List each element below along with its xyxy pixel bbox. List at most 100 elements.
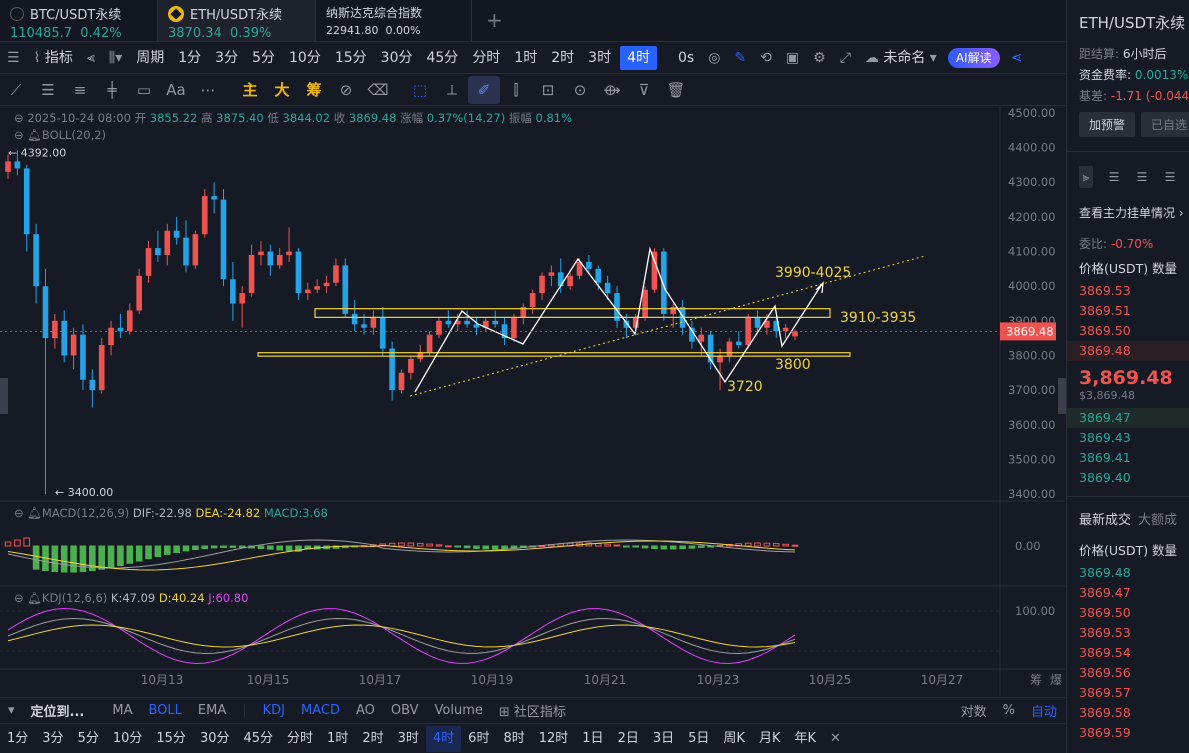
interval-6[interactable]: 45分: [426, 49, 459, 66]
tab-nasdaq[interactable]: 纳斯达克综合指数 22941.80 0.00%: [316, 0, 472, 41]
bid-row[interactable]: 3869.40: [1079, 470, 1131, 485]
magic-tool-icon[interactable]: ⊘: [339, 80, 353, 99]
interval-7[interactable]: 分时: [472, 49, 501, 66]
crossline-tool-icon[interactable]: ╪: [107, 80, 117, 99]
ruler-tool-icon[interactable]: ⟂: [446, 80, 457, 99]
interval-3[interactable]: 10分: [289, 49, 321, 66]
brush-tool-icon[interactable]: ✐: [468, 75, 500, 104]
bottom-interval-14[interactable]: 12时: [538, 730, 569, 746]
bid-row[interactable]: 3869.43: [1079, 430, 1131, 445]
bottom-interval-20[interactable]: 月K: [758, 730, 781, 746]
latest-trades-tab[interactable]: 最新成交: [1079, 513, 1132, 528]
bid-row[interactable]: 3869.47: [1067, 408, 1189, 428]
bottom-interval-0[interactable]: 1分: [7, 730, 29, 746]
macd-legend[interactable]: ⊖ 🔔︎MACD(12,26,9) DIF:-22.98 DEA:-24.82 …: [14, 506, 328, 520]
main-force-button[interactable]: 主: [242, 81, 258, 99]
indicator-volume[interactable]: Volume: [434, 703, 483, 718]
bottom-interval-4[interactable]: 15分: [156, 730, 186, 746]
fullscreen-icon[interactable]: ⤢: [839, 49, 851, 66]
share-icon[interactable]: ⋖: [1010, 49, 1023, 66]
locate-button[interactable]: 定位到...: [30, 705, 85, 720]
bottom-interval-13[interactable]: 8时: [503, 730, 525, 746]
indicator-boll[interactable]: BOLL: [148, 703, 182, 718]
cloud-save-button[interactable]: ☁ 未命名 ▾: [858, 42, 944, 74]
compare-icon[interactable]: ⫷: [86, 49, 95, 66]
bottom-interval-15[interactable]: 1日: [582, 730, 604, 746]
add-tab-icon[interactable]: +: [486, 8, 503, 32]
lock-tool-icon[interactable]: ⊡: [541, 80, 555, 99]
replay-icon[interactable]: ⟲: [760, 49, 772, 66]
more-tools-icon[interactable]: ⋯: [200, 80, 216, 99]
indicator-button[interactable]: ⌇ 指标: [27, 42, 80, 74]
interval-11[interactable]: 4时: [620, 45, 657, 70]
ask-row[interactable]: 3869.53: [1079, 283, 1131, 298]
collapse-icon[interactable]: ⊖: [14, 111, 28, 125]
bottom-interval-9[interactable]: 2时: [362, 730, 384, 746]
period-button[interactable]: 周期: [136, 49, 165, 66]
bottom-interval-19[interactable]: 周K: [723, 730, 745, 746]
right-panel-handle[interactable]: [1058, 378, 1066, 414]
settings-gear-icon[interactable]: ⚙: [813, 49, 826, 66]
indicator-macd[interactable]: MACD: [300, 703, 340, 718]
bottom-interval-6[interactable]: 45分: [243, 730, 274, 746]
orderbook-both-icon[interactable]: ⫸: [1079, 166, 1093, 188]
kdj-collapse-icon[interactable]: ⊖: [14, 591, 28, 605]
eraser-tool-icon[interactable]: ⌫: [367, 80, 389, 99]
indicator-ma[interactable]: MA: [112, 703, 133, 718]
log-scale-button[interactable]: 对数: [960, 705, 987, 720]
collapse-bar-icon[interactable]: ▾: [8, 703, 15, 718]
tab-eth[interactable]: ETH/USDT永续 3870.34 0.39%: [158, 0, 316, 41]
orderbook-bids-icon[interactable]: ☰: [1108, 170, 1120, 184]
community-indicator-button[interactable]: ⊞ 社区指标: [491, 701, 574, 720]
trendline-tool-icon[interactable]: ⟋: [10, 80, 22, 99]
favorited-button[interactable]: 已自选: [1141, 112, 1189, 137]
ask-row[interactable]: 3869.50: [1079, 323, 1131, 338]
bottom-interval-5[interactable]: 30分: [199, 730, 230, 746]
orderbook-more-icon[interactable]: ☰: [1164, 170, 1176, 184]
select-tool-icon[interactable]: ⬚: [412, 80, 428, 99]
auto-scale-button[interactable]: 自动: [1030, 705, 1057, 720]
text-tool[interactable]: Aa: [166, 80, 186, 99]
pen-icon[interactable]: ✎: [734, 49, 747, 66]
chart-type-icon[interactable]: ⫼▾: [108, 49, 123, 66]
trash-tool-icon[interactable]: 🗑: [666, 80, 686, 99]
interval-5[interactable]: 30分: [380, 49, 413, 66]
bottom-interval-1[interactable]: 3分: [42, 730, 64, 746]
left-panel-handle[interactable]: [0, 378, 8, 414]
bottom-interval-16[interactable]: 2日: [617, 730, 639, 746]
parallel-channel-tool-icon[interactable]: ≡: [73, 80, 87, 99]
rectangle-tool-icon[interactable]: ▭: [136, 80, 152, 99]
big-order-button[interactable]: 大: [274, 81, 290, 99]
interval-8[interactable]: 1时: [514, 49, 538, 66]
interval-9[interactable]: 2时: [551, 49, 575, 66]
big-trades-tab[interactable]: 大额成: [1137, 513, 1177, 528]
boll-collapse-icon[interactable]: ⊖: [14, 128, 28, 142]
visibility-tool-icon[interactable]: ⊙: [573, 80, 587, 99]
toggle-sidebar-icon[interactable]: ☰: [7, 49, 20, 66]
bottom-interval-2[interactable]: 5分: [77, 730, 99, 746]
magnet-tool-icon[interactable]: ⟴: [603, 80, 621, 99]
orderbook-asks-icon[interactable]: ☰: [1136, 170, 1148, 184]
filter-tool-icon[interactable]: ⊽: [638, 80, 650, 99]
camera-icon[interactable]: ◎: [708, 49, 721, 66]
bottom-interval-12[interactable]: 6时: [468, 730, 490, 746]
interval-10[interactable]: 3时: [588, 49, 612, 66]
indicator-kdj[interactable]: KDJ: [262, 703, 285, 718]
close-bottom-icon[interactable]: ✕: [830, 730, 841, 746]
add-alert-button[interactable]: 加预警: [1079, 112, 1136, 137]
bottom-interval-11[interactable]: 4时: [425, 725, 462, 752]
interval-1[interactable]: 3分: [215, 49, 239, 66]
macd-collapse-icon[interactable]: ⊖: [14, 506, 28, 520]
layout-icon[interactable]: ▣: [785, 49, 800, 66]
chip-button[interactable]: 筹: [306, 81, 322, 99]
indicator-ema[interactable]: EMA: [197, 703, 227, 718]
view-orders-link[interactable]: 查看主力挂单情况 ›: [1067, 202, 1189, 223]
bottom-interval-21[interactable]: 年K: [794, 730, 816, 746]
bid-row[interactable]: 3869.41: [1079, 450, 1131, 465]
ask-row[interactable]: 3869.51: [1079, 303, 1131, 318]
boll-legend[interactable]: ⊖ 🔔︎BOLL(20,2): [14, 128, 106, 142]
kdj-legend[interactable]: ⊖ 🔔︎KDJ(12,6,6) K:47.09 D:40.24 J:60.80: [14, 591, 248, 605]
candles-tool-icon[interactable]: ⫿: [513, 80, 519, 99]
percent-scale-button[interactable]: %: [1002, 703, 1015, 718]
bottom-interval-17[interactable]: 3日: [652, 730, 675, 746]
